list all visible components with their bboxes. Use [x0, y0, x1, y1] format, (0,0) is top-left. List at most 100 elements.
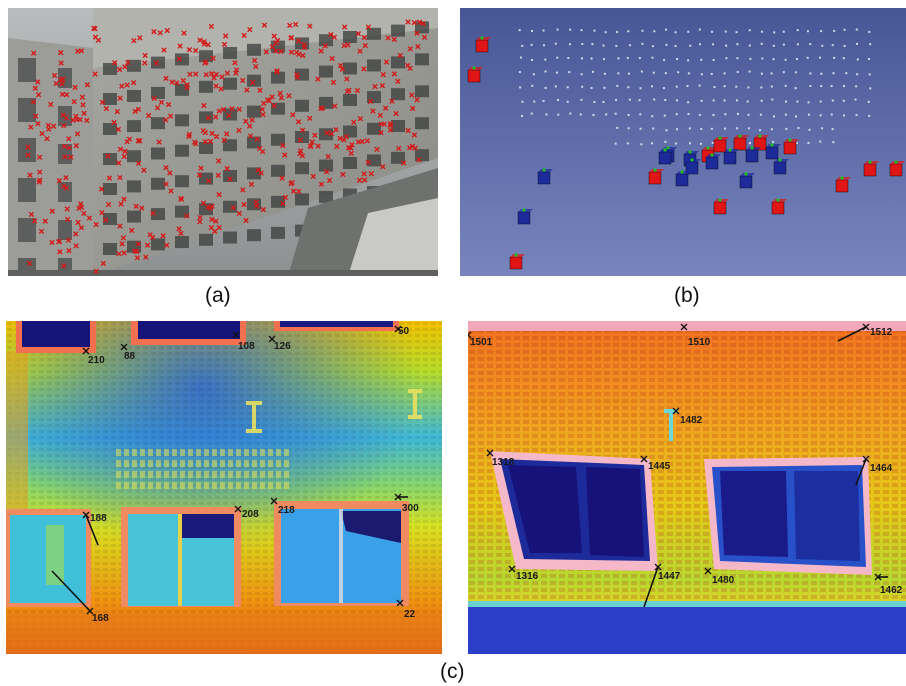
- feature-marker: [128, 227, 135, 234]
- tower-window: [18, 138, 36, 162]
- feature-marker: [288, 34, 295, 41]
- feature-marker: [421, 34, 428, 40]
- feature-marker: [323, 169, 330, 175]
- feature-marker: [286, 93, 292, 99]
- grille-cell: [196, 449, 201, 456]
- feature-marker: [212, 114, 219, 120]
- cloud-point: [544, 86, 547, 89]
- facade-window: [319, 190, 333, 203]
- cloud-point: [736, 57, 739, 60]
- feature-marker: [329, 55, 335, 62]
- cloud-point: [542, 29, 545, 32]
- grille-cell: [124, 449, 129, 456]
- feature-marker: [213, 218, 219, 224]
- grille-cell: [276, 449, 281, 456]
- feature-marker: [117, 223, 123, 229]
- grille-cell: [260, 482, 265, 489]
- feature-marker: [125, 59, 131, 66]
- cloud-point: [845, 72, 848, 75]
- grille-cell: [252, 471, 257, 478]
- tower-window: [18, 178, 36, 202]
- feature-marker: [124, 82, 130, 88]
- camera-pose-cube: [745, 146, 761, 163]
- feature-marker: [310, 173, 316, 180]
- feature-marker: [75, 48, 81, 55]
- cloud-point: [735, 99, 738, 102]
- grille-cell: [156, 460, 161, 467]
- facade-window: [127, 150, 141, 163]
- cloud-point: [795, 142, 798, 145]
- feature-marker: [115, 126, 122, 133]
- cloud-point: [746, 100, 749, 103]
- cloud-point: [796, 43, 799, 46]
- feature-marker: [193, 71, 199, 77]
- feature-marker: [99, 99, 106, 105]
- feature-marker: [100, 260, 107, 267]
- feature-marker: [78, 201, 84, 207]
- feature-marker: [124, 138, 130, 145]
- correspondence-label-text: 300: [402, 503, 419, 514]
- feature-marker: [227, 176, 233, 182]
- grille-cell: [204, 460, 209, 467]
- feature-marker: [165, 101, 172, 108]
- feature-marker: [73, 143, 80, 149]
- feature-marker: [249, 79, 256, 86]
- feature-marker: [279, 175, 285, 181]
- cloud-point: [569, 28, 572, 31]
- feature-marker: [119, 83, 125, 89]
- grille-cell: [148, 482, 153, 489]
- correspondence-label-text: 1480: [712, 575, 735, 586]
- grille-cell: [260, 471, 265, 478]
- cloud-point: [603, 72, 606, 75]
- feature-marker: [247, 26, 253, 33]
- feature-marker: [226, 112, 232, 119]
- cloud-point: [603, 86, 606, 89]
- feature-marker: [411, 19, 417, 26]
- grille-cell: [268, 482, 273, 489]
- cloud-point: [820, 85, 823, 88]
- feature-marker: [380, 163, 386, 170]
- feature-marker: [213, 133, 220, 140]
- cloud-point: [651, 56, 654, 59]
- feature-marker: [397, 52, 403, 59]
- cloud-point: [665, 43, 668, 46]
- cloud-point: [794, 115, 797, 118]
- feature-marker: [79, 94, 86, 100]
- feature-marker: [202, 60, 208, 66]
- feature-marker: [26, 260, 33, 266]
- cloud-point: [782, 30, 785, 33]
- feature-marker: [168, 188, 174, 194]
- correspondence-label: 1510: [680, 323, 711, 348]
- feature-marker: [361, 34, 368, 41]
- facade-window: [391, 24, 405, 37]
- feature-marker: [380, 71, 387, 78]
- feature-marker: [254, 203, 260, 209]
- cloud-point: [748, 70, 751, 73]
- feature-marker: [181, 30, 187, 36]
- facade-window: [391, 120, 405, 132]
- camera-pose-cube: [537, 168, 553, 185]
- facade-window: [175, 144, 189, 157]
- cloud-point: [653, 30, 656, 33]
- cloud-point: [530, 30, 533, 33]
- grille-cell: [172, 449, 177, 456]
- feature-marker: [164, 27, 170, 34]
- feature-marker: [288, 49, 295, 55]
- cloud-point: [628, 98, 631, 101]
- grille-cell: [188, 449, 193, 456]
- facade-window: [415, 149, 429, 162]
- feature-marker: [365, 159, 371, 165]
- grille-cell: [116, 482, 121, 489]
- cloud-point: [689, 142, 692, 145]
- feature-marker: [25, 144, 31, 150]
- feature-marker: [383, 59, 390, 65]
- cloud-point: [712, 43, 715, 46]
- feature-marker: [249, 117, 255, 123]
- feature-marker: [244, 87, 250, 93]
- cloud-point: [724, 127, 727, 130]
- grille-cell: [124, 482, 129, 489]
- cloud-point: [651, 115, 654, 118]
- facade-window: [343, 94, 357, 106]
- feature-marker: [407, 46, 413, 52]
- tower-window: [58, 220, 72, 240]
